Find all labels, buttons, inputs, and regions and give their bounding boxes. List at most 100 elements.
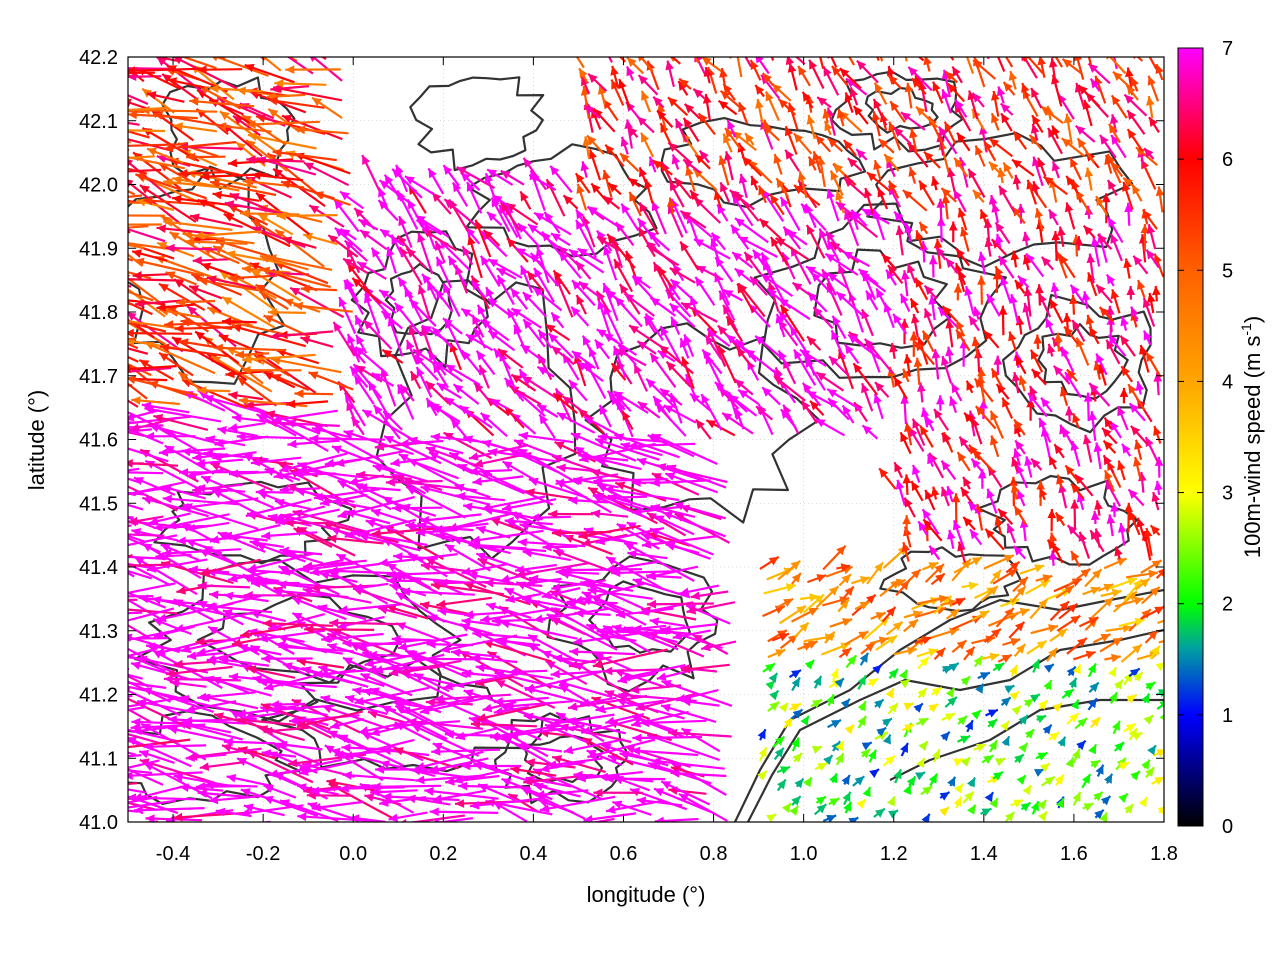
wind-vector: [436, 596, 492, 607]
wind-vector-head: [853, 106, 863, 116]
wind-vector-head: [242, 355, 252, 364]
wind-vector-head: [470, 535, 481, 545]
wind-vector-head: [343, 751, 354, 760]
wind-vector: [640, 719, 707, 725]
wind-vector-head: [463, 502, 473, 512]
wind-vector-head: [471, 280, 481, 291]
wind-vector-head: [1043, 664, 1054, 673]
wind-vector-head: [1121, 366, 1131, 377]
wind-vector-head: [768, 556, 779, 566]
wind-vector-head: [1076, 337, 1085, 348]
wind-vector-head: [763, 125, 773, 135]
wind-vector-head: [895, 578, 906, 587]
wind-vector: [128, 428, 153, 433]
wind-vector-head: [130, 723, 140, 732]
wind-vector-head: [425, 381, 436, 391]
wind-vector-head: [1110, 502, 1119, 512]
wind-vector-head: [942, 306, 952, 316]
wind-vector: [207, 625, 260, 656]
wind-vector-head: [1114, 679, 1123, 690]
wind-vector-head: [477, 304, 486, 315]
wind-vector-head: [695, 276, 704, 287]
wind-vector: [565, 718, 627, 735]
wind-vector-head: [309, 205, 320, 214]
wind-vector-head: [1065, 757, 1074, 768]
wind-vector-head: [96, 140, 105, 149]
wind-vector-head: [1011, 457, 1020, 467]
wind-vector-head: [240, 788, 251, 797]
wind-vector-head: [604, 690, 615, 699]
wind-vector-head: [961, 558, 971, 569]
wind-vector-head: [1005, 812, 1015, 822]
wind-vector-head: [1013, 448, 1022, 459]
wind-vector: [469, 797, 544, 808]
wind-vector-head: [840, 563, 851, 572]
wind-vector-head: [836, 108, 846, 119]
wind-vector-head: [1001, 697, 1011, 707]
wind-vector: [247, 552, 314, 571]
wind-vector: [567, 694, 648, 710]
wind-vector-head: [1140, 578, 1150, 588]
wind-vector-head: [1061, 138, 1072, 148]
wind-vector-head: [295, 487, 306, 497]
wind-vector-head: [591, 183, 601, 194]
wind-vector-head: [1124, 202, 1133, 213]
wind-vector-head: [975, 145, 984, 156]
wind-vector-head: [1003, 554, 1014, 563]
wind-vector-head: [371, 373, 382, 382]
wind-vector-head: [176, 586, 186, 595]
wind-vector-head: [306, 791, 316, 800]
wind-vector-head: [1116, 558, 1127, 566]
wind-vector-head: [994, 663, 1005, 672]
wind-vector-head: [953, 758, 964, 767]
wind-vector-head: [830, 668, 839, 679]
wind-vector: [620, 664, 686, 680]
wind-vector-head: [380, 760, 390, 769]
wind-vector-head: [619, 284, 629, 294]
wind-vector-head: [118, 296, 128, 305]
wind-vector-head: [645, 313, 655, 324]
wind-vector-head: [517, 223, 528, 233]
wind-vector-head: [767, 282, 776, 292]
wind-vector-head: [920, 407, 930, 418]
wind-vector-head: [571, 306, 581, 317]
wind-vector-head: [1077, 138, 1087, 149]
wind-vector-head: [603, 666, 613, 676]
wind-vector-head: [1014, 419, 1023, 430]
wind-vector-head: [985, 528, 995, 539]
wind-vector-head: [1066, 175, 1075, 186]
wind-vector: [361, 408, 418, 443]
wind-vector-head: [596, 627, 606, 636]
wind-vector-head: [1057, 226, 1066, 237]
wind-vector-head: [164, 320, 174, 329]
wind-vector-head: [975, 406, 985, 416]
wind-vector-head: [320, 695, 331, 704]
wind-vector-head: [592, 660, 603, 669]
wind-vector-head: [871, 111, 881, 122]
wind-vector-head: [241, 365, 251, 375]
wind-vector-head: [1106, 514, 1116, 524]
wind-vector-head: [172, 194, 182, 204]
wind-vector-head: [807, 641, 818, 649]
wind-vector: [320, 695, 388, 716]
wind-vector-head: [1149, 117, 1158, 127]
wind-vector-head: [655, 403, 666, 414]
wind-vector-head: [476, 525, 487, 535]
wind-vector-head: [929, 116, 937, 127]
wind-vector-head: [812, 699, 822, 708]
wind-vector-head: [1072, 664, 1081, 675]
wind-vector-head: [134, 257, 145, 267]
wind-vector-head: [598, 772, 608, 782]
wind-vector-head: [942, 595, 952, 606]
wind-vector-head: [1009, 665, 1018, 676]
wind-vector-head: [873, 393, 882, 404]
wind-vector-head: [400, 384, 410, 395]
wind-vector-head: [909, 128, 918, 139]
wind-vector-head: [179, 338, 189, 347]
wind-vector: [198, 278, 264, 293]
wind-vector-head: [750, 175, 759, 186]
wind-vector-head: [304, 162, 314, 171]
wind-vector-head: [917, 382, 926, 392]
wind-vector-head: [502, 461, 513, 470]
wind-vector: [260, 267, 331, 289]
